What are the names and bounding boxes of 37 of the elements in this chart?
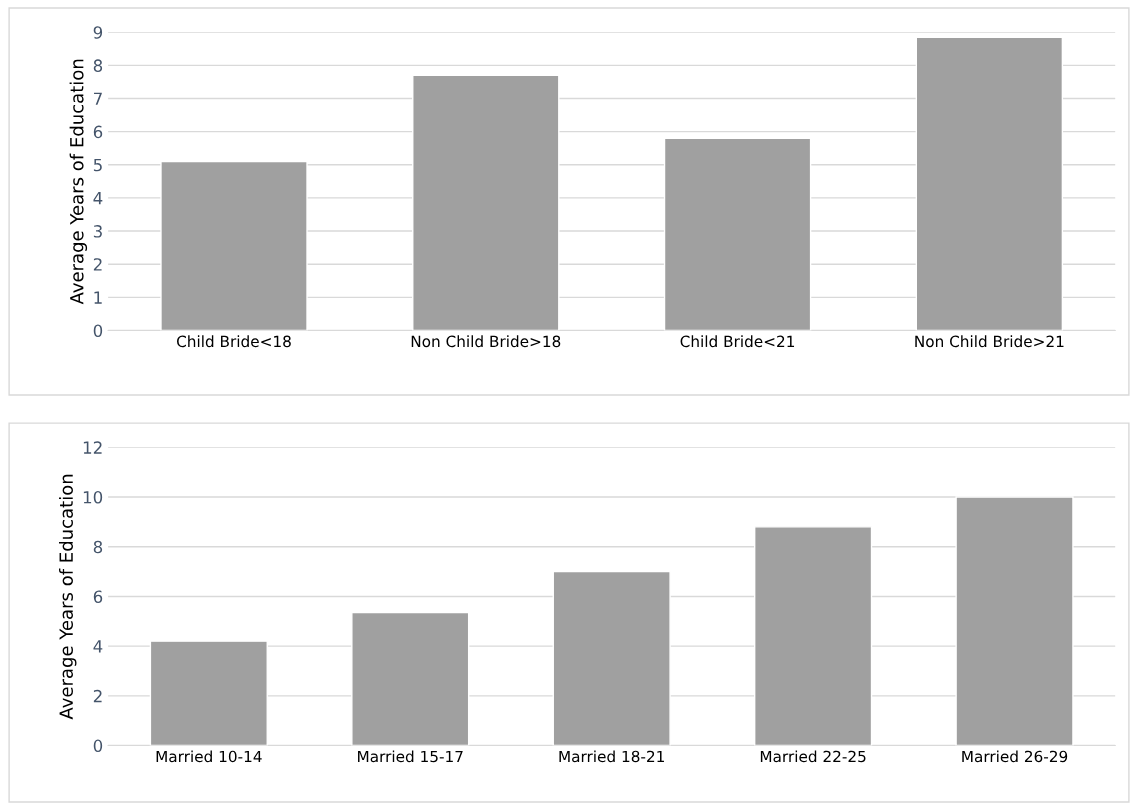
bar	[663, 137, 812, 331]
x-tick-label: Married 10-14	[156, 750, 262, 763]
bar	[552, 570, 671, 746]
y-tick-label: 0	[93, 739, 103, 753]
bar	[160, 160, 308, 331]
bar	[915, 36, 1064, 331]
y-axis-title: Average Years of Education	[59, 474, 77, 720]
y-tick-label: 8	[93, 540, 103, 554]
y-tick-label: 8	[93, 59, 103, 72]
y-tick-label: 6	[93, 125, 103, 139]
x-tick-label: Married 26-29	[962, 750, 1068, 763]
y-tick-label: 3	[93, 225, 102, 238]
y-tick-label: 12	[83, 441, 102, 454]
x-tick-label: Married 18-21	[559, 750, 664, 763]
y-tick-label: 5	[93, 158, 102, 172]
x-tick-label: Child Bride<21	[680, 335, 795, 348]
y-tick-label: 7	[94, 92, 102, 105]
y-tick-label: 1	[94, 291, 102, 304]
bar	[412, 74, 560, 331]
y-tick-label: 2	[93, 258, 102, 271]
y-axis-title: Average Years of Education	[69, 59, 88, 305]
bar	[955, 496, 1074, 746]
y-tick-label: 2	[93, 689, 102, 703]
bar	[351, 611, 470, 746]
y-tick-label: 10	[83, 491, 103, 504]
y-tick-label: 0	[93, 324, 103, 338]
bar	[149, 640, 268, 746]
x-tick-label: Married 15-17	[358, 750, 463, 763]
bar	[753, 526, 873, 746]
y-tick-label: 9	[93, 26, 103, 39]
y-tick-label: 4	[93, 192, 103, 205]
x-tick-label: Non Child Bride>18	[411, 335, 561, 348]
x-tick-label: Child Bride<18	[176, 335, 291, 348]
x-tick-label: Non Child Bride>21	[915, 335, 1064, 348]
y-tick-label: 6	[93, 590, 103, 604]
y-tick-label: 4	[93, 640, 103, 653]
x-tick-label: Married 22-25	[760, 750, 866, 763]
